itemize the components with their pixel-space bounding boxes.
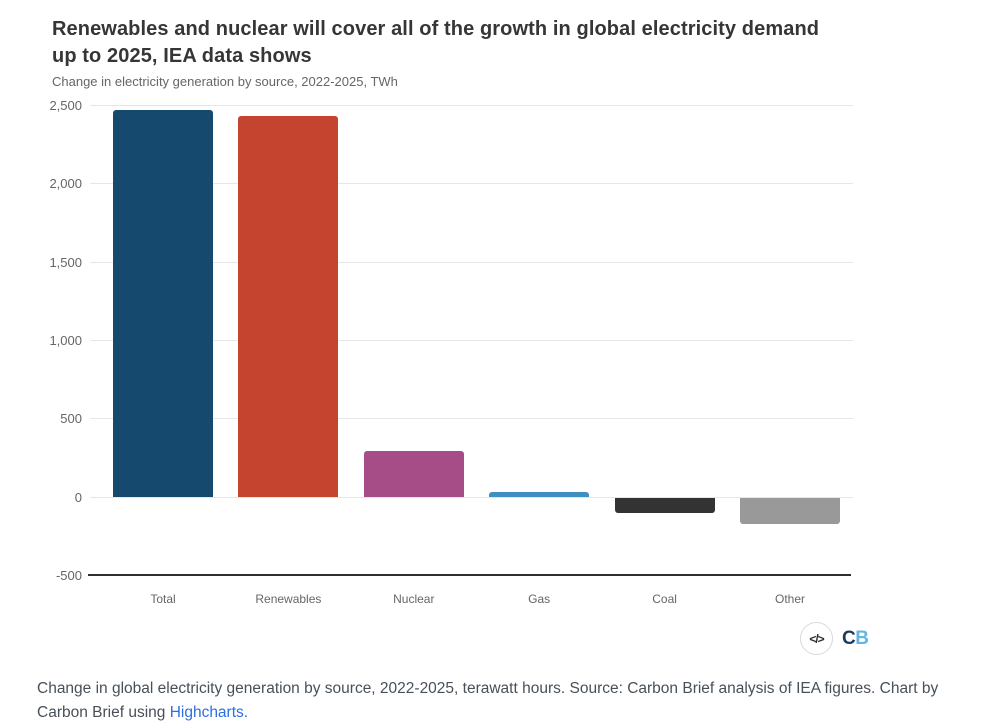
caption-text: Change in global electricity generation … (37, 680, 939, 721)
y-axis-label: 1,000 (49, 333, 82, 348)
y-axis-label: 2,000 (49, 176, 82, 192)
x-axis-label-gas: Gas (528, 592, 551, 606)
logo-letter-c: C (842, 627, 856, 649)
chart-subtitle: Change in electricity generation by sour… (52, 74, 398, 89)
y-gridline (90, 418, 853, 420)
chart-caption: Change in global electricity generation … (37, 677, 953, 725)
y-axis-label: -500 (55, 568, 82, 583)
x-axis-label-total: Total (150, 592, 176, 606)
bar-other[interactable] (740, 497, 840, 524)
y-axis-label: 2,500 (49, 98, 82, 113)
caption-period: . (243, 704, 249, 721)
bar-nuclear[interactable] (363, 451, 464, 497)
logo-letter-b: B (855, 627, 869, 649)
carbon-brief-logo[interactable]: CB (842, 627, 869, 650)
bar-total[interactable] (113, 109, 213, 497)
embed-code-button[interactable]: </> (800, 622, 833, 655)
y-gridline (90, 496, 853, 498)
y-gridline (90, 105, 853, 106)
x-axis-label-nuclear: Nuclear (393, 592, 435, 606)
bar-renewables[interactable] (238, 115, 339, 497)
x-axis-label-coal: Coal (652, 592, 677, 606)
y-axis-label: 500 (60, 411, 82, 427)
y-gridline (90, 340, 853, 341)
x-axis-line (88, 574, 851, 576)
y-gridline (90, 261, 853, 263)
bar-coal[interactable] (614, 497, 715, 514)
y-axis-label: 0 (74, 489, 82, 505)
x-axis-label-other: Other (774, 592, 805, 606)
code-icon: </> (809, 631, 824, 646)
chart-footer: </> CB (800, 622, 869, 655)
bar-gas[interactable] (489, 491, 590, 497)
x-axis-label-renewables: Renewables (255, 592, 322, 606)
y-gridline (90, 183, 853, 185)
y-axis-label: 1,500 (49, 254, 82, 270)
highcharts-link[interactable]: Highcharts (169, 704, 244, 721)
chart-title: Renewables and nuclear will cover all of… (52, 18, 820, 67)
